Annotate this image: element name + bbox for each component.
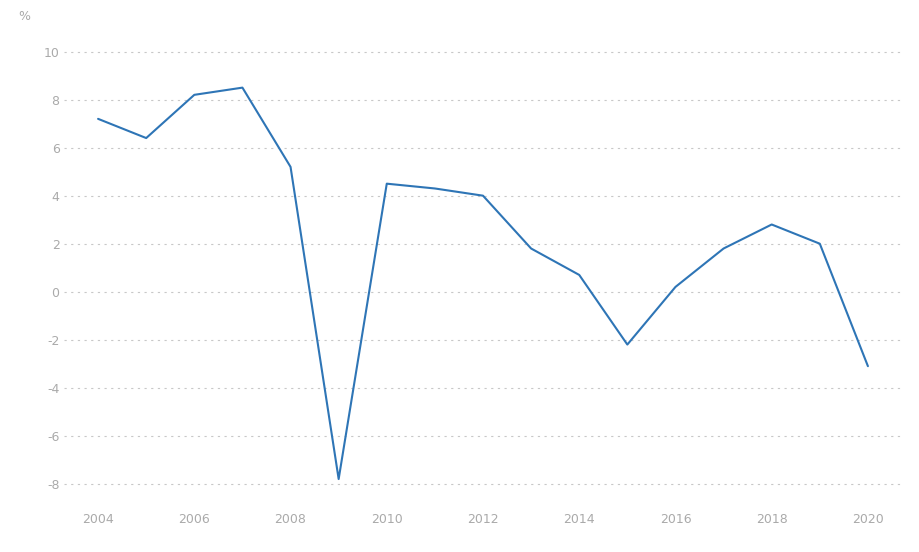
Text: %: % <box>18 10 30 23</box>
